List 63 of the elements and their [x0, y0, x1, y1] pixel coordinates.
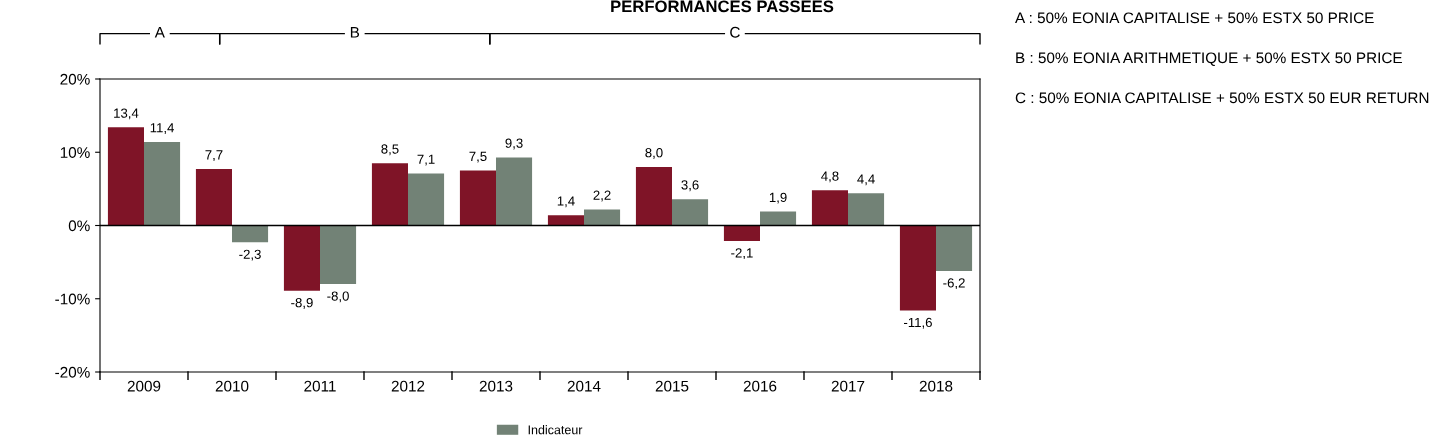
bar [635, 166, 672, 226]
x-tick-label: 2009 [127, 380, 161, 392]
data-label: 7,7 [205, 150, 223, 162]
bar [371, 163, 408, 226]
data-label: -11,6 [904, 317, 932, 329]
data-label: -2,1 [731, 248, 753, 260]
data-label: 1,9 [769, 192, 787, 204]
x-tick-label: 2012 [391, 380, 425, 392]
bar [144, 142, 181, 226]
data-label: 9,3 [505, 138, 523, 150]
bar [899, 225, 936, 311]
bar [496, 157, 533, 226]
y-tick-label: 10% [60, 147, 90, 158]
x-tick-label: 2010 [215, 380, 249, 392]
bar [723, 225, 760, 241]
data-label: -2,3 [239, 249, 261, 261]
bar [584, 209, 621, 226]
chart-title: PERFORMANCES PASSEES [611, 0, 834, 13]
data-label: 8,5 [381, 144, 399, 156]
text: B : 50% EONIA ARITHMETIQUE + 50% ESTX 50 PRICE [1016, 52, 1402, 66]
x-tick-label: 2017 [831, 380, 865, 392]
x-tick-label: 2016 [743, 380, 777, 392]
data-label: 3,6 [681, 180, 699, 192]
bar [760, 211, 797, 226]
x-tick-label: 2013 [479, 380, 513, 392]
data-label: 4,4 [857, 174, 875, 186]
y-tick-label: -10% [55, 293, 90, 305]
text: C [730, 26, 740, 38]
data-label: 8,0 [645, 148, 663, 159]
data-label: 4,8 [821, 171, 839, 183]
bar [408, 173, 445, 226]
data-label: 2,2 [593, 190, 611, 202]
bar [848, 193, 885, 226]
bar [195, 169, 232, 226]
y-tick-label: 20% [60, 73, 90, 85]
data-label: 1,4 [557, 196, 575, 208]
data-label: 7,5 [469, 151, 487, 163]
text: C : 50% EONIA CAPITALISE + 50% ESTX 50 EUR RETURN [1015, 92, 1429, 104]
x-tick-label: 2011 [304, 380, 336, 392]
data-label: -8,0 [327, 291, 349, 303]
legend-label: Indicateur [528, 425, 583, 435]
bar [547, 215, 584, 226]
bar [107, 127, 144, 226]
text: A [154, 27, 165, 38]
data-label: -6,2 [943, 278, 965, 290]
bar [811, 190, 848, 226]
data-label: 13,4 [114, 108, 139, 120]
text: B [350, 27, 360, 38]
bar [283, 225, 320, 291]
x-tick-label: 2018 [919, 380, 953, 392]
data-label: 11,4 [150, 123, 175, 134]
data-label: 7,1 [417, 154, 435, 166]
bar [459, 170, 496, 226]
y-tick-label: 0% [68, 220, 90, 232]
bar [936, 225, 973, 271]
x-tick-label: 2014 [567, 380, 601, 392]
text: A : 50% EONIA CAPITALISE + 50% ESTX 50 PRICE [1015, 12, 1374, 24]
data-label: -8,9 [291, 297, 313, 309]
bar [232, 225, 269, 243]
bar [672, 199, 709, 226]
x-tick-label: 2015 [655, 380, 689, 392]
y-tick-label: -20% [55, 366, 90, 378]
bar [320, 225, 357, 285]
